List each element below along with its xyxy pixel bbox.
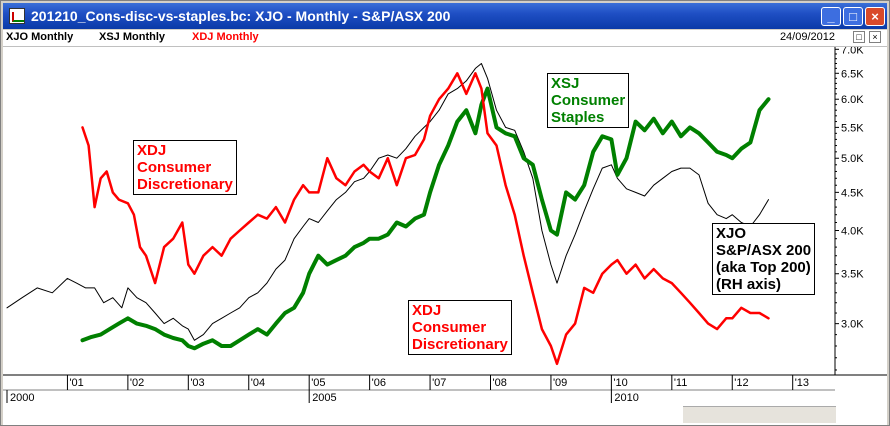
maximize-button[interactable]: □ [843, 7, 863, 26]
annotation-line: Staples [551, 109, 605, 126]
annotation-xsj: XSJ Consumer Staples [547, 73, 630, 128]
y-tick-label: 5.0K [841, 153, 864, 165]
x-tick-label: '05 [311, 377, 325, 389]
x-tick-label: '11 [674, 377, 688, 389]
era-label: 2005 [312, 392, 336, 404]
x-tick-label: '03 [190, 377, 204, 389]
annotation-line: Consumer [551, 92, 626, 109]
annotation-line: (aka Top 200) [716, 259, 811, 276]
app-chart-icon [9, 8, 25, 24]
y-tick-label: 4.0K [841, 225, 864, 237]
legend-item-xdj[interactable]: XDJ Monthly [192, 31, 259, 43]
x-tick-label: '01 [69, 377, 83, 389]
series-line-xjo[interactable] [6, 63, 769, 341]
y-tick-label: 6.5K [841, 68, 864, 80]
restore-chart-button[interactable]: □ [853, 31, 865, 43]
minimize-button[interactable]: _ [821, 7, 841, 26]
y-tick-label: 7.0K [841, 47, 864, 56]
annotation-line: XDJ [137, 142, 167, 159]
legend-item-xjo[interactable]: XJO Monthly [6, 31, 74, 43]
x-tick-label: '06 [372, 377, 386, 389]
horizontal-scrollbar[interactable] [683, 406, 836, 423]
chart-date: 24/09/2012 [779, 31, 835, 43]
annotation-line: XSJ [551, 75, 580, 92]
era-label: 2010 [614, 392, 638, 404]
y-tick-label: 6.0K [841, 94, 864, 106]
x-tick-label: '09 [553, 377, 567, 389]
era-label: 2000 [10, 392, 34, 404]
annotation-line: (RH axis) [716, 276, 782, 293]
annotation-line: Consumer [412, 319, 487, 336]
chart-area: 7.0K 6.5K 6.0K 5.5K 5.0K 4.5K 4.0K 3.5K 3.0K '01 '… [3, 47, 887, 425]
annotation-line: XJO [716, 225, 747, 242]
y-tick-label: 5.5K [841, 122, 864, 134]
annotation-line: XDJ [412, 302, 442, 319]
x-tick-label: '04 [251, 377, 265, 389]
x-tick-label: '07 [432, 377, 446, 389]
close-button[interactable]: × [865, 7, 885, 26]
annotation-line: Discretionary [137, 176, 233, 193]
x-tick-label: '13 [795, 377, 809, 389]
price-chart[interactable]: 7.0K 6.5K 6.0K 5.5K 5.0K 4.5K 4.0K 3.5K 3.0K '01 '… [3, 47, 887, 425]
series-line-xsj[interactable] [80, 86, 771, 351]
annotation-line: Consumer [137, 159, 212, 176]
x-tick-label: '08 [493, 377, 507, 389]
y-tick-label: 3.5K [841, 269, 864, 281]
annotation-xdj-bottom: XDJ Consumer Discretionary [408, 300, 512, 355]
annotation-line: Discretionary [412, 336, 508, 353]
legend-item-xsj[interactable]: XSJ Monthly [99, 31, 166, 43]
annotation-line: S&P/ASX 200 [716, 242, 812, 259]
x-tick-label: '12 [734, 377, 748, 389]
y-tick-label: 4.5K [841, 187, 864, 199]
window-title: 201210_Cons-disc-vs-staples.bc: XJO - Mo… [31, 8, 451, 24]
y-tick-label: 3.0K [841, 319, 864, 331]
annotation-xjo: XJO S&P/ASX 200 (aka Top 200) (RH axis) [712, 223, 816, 295]
x-tick-label: '10 [613, 377, 627, 389]
close-chart-button[interactable]: × [869, 31, 881, 43]
annotation-xdj-top: XDJ Consumer Discretionary [133, 140, 237, 195]
series-line-xdj[interactable] [81, 72, 770, 366]
title-bar[interactable]: 201210_Cons-disc-vs-staples.bc: XJO - Mo… [3, 3, 887, 29]
x-tick-label: '02 [130, 377, 144, 389]
legend-bar: XJO Monthly XSJ Monthly XDJ Monthly 24/0… [3, 30, 887, 47]
